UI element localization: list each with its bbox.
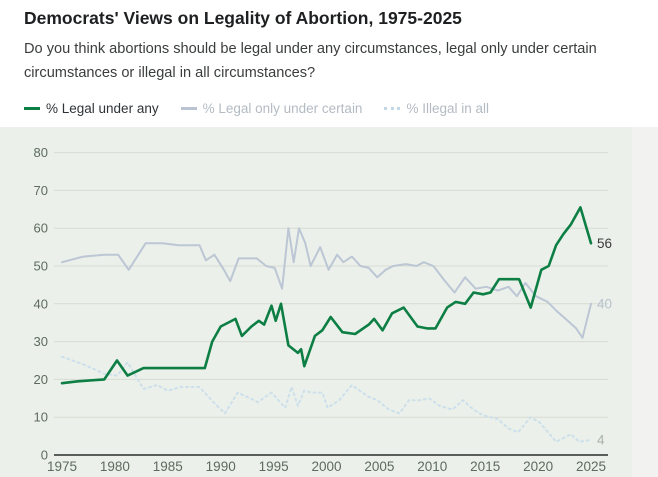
end-value-label-56: 56 bbox=[597, 236, 612, 251]
y-tick-label-60: 60 bbox=[34, 221, 48, 236]
y-tick-label-70: 70 bbox=[34, 183, 48, 198]
chart-legend: % Legal under any % Legal only under cert… bbox=[24, 101, 489, 116]
series-line-illegal-in-all bbox=[61, 355, 592, 443]
x-tick-label-2000: 2000 bbox=[311, 459, 341, 474]
y-tick-label-50: 50 bbox=[34, 259, 48, 274]
series-line-legal-only-under-certain bbox=[61, 227, 592, 339]
y-tick-label-40: 40 bbox=[34, 296, 48, 311]
y-axis-tick-labels: 0 10 20 30 40 50 60 70 80 bbox=[34, 145, 48, 462]
x-tick-label-2025: 2025 bbox=[576, 459, 606, 474]
legend-item-illegal-in-all[interactable]: % Illegal in all bbox=[384, 101, 489, 116]
x-tick-label-1995: 1995 bbox=[259, 459, 289, 474]
legend-item-legal-only-under-certain[interactable]: % Legal only under certain bbox=[180, 101, 363, 116]
series-line-legal-under-any bbox=[60, 206, 593, 385]
legend-swatch-2-icon bbox=[180, 107, 197, 110]
x-tick-label-1990: 1990 bbox=[206, 459, 236, 474]
y-tick-label-20: 20 bbox=[34, 372, 48, 387]
line-chart: 0 10 20 30 40 50 60 70 80 1975 1980 1985 1990 1995 200… bbox=[34, 145, 613, 474]
x-tick-label-1985: 1985 bbox=[153, 459, 183, 474]
chart-plot-area: 0 10 20 30 40 50 60 70 80 1975 1980 1985 1990 1995 200… bbox=[0, 127, 658, 477]
legend-swatch-3-icon bbox=[384, 107, 401, 110]
y-tick-label-10: 10 bbox=[34, 410, 48, 425]
legend-item-legal-under-any[interactable]: % Legal under any bbox=[24, 101, 159, 116]
legend-label: % Legal only under certain bbox=[202, 101, 363, 116]
x-tick-label-2020: 2020 bbox=[523, 459, 553, 474]
legend-label: % Illegal in all bbox=[406, 101, 489, 116]
x-tick-label-1975: 1975 bbox=[47, 459, 77, 474]
plot-right-gutter bbox=[632, 127, 658, 477]
x-tick-label-2005: 2005 bbox=[364, 459, 394, 474]
x-tick-label-2015: 2015 bbox=[470, 459, 500, 474]
legend-swatch-1-icon bbox=[24, 107, 40, 110]
y-tick-label-0: 0 bbox=[41, 448, 48, 463]
chart-header: Democrats' Views on Legality of Abortion… bbox=[0, 0, 658, 127]
chart-title: Democrats' Views on Legality of Abortion… bbox=[24, 8, 462, 28]
y-tick-label-80: 80 bbox=[34, 145, 48, 160]
gridlines bbox=[54, 152, 608, 456]
x-tick-label-1980: 1980 bbox=[100, 459, 130, 474]
end-value-label-4: 4 bbox=[597, 432, 605, 447]
y-tick-label-30: 30 bbox=[34, 334, 48, 349]
legend-label: % Legal under any bbox=[46, 101, 159, 116]
x-axis-tick-labels: 1975 1980 1985 1990 1995 2000 2005 2010 2015 2020… bbox=[47, 459, 606, 474]
end-value-label-40: 40 bbox=[597, 296, 612, 311]
chart-subtitle: Do you think abortions should be legal u… bbox=[24, 41, 597, 81]
x-tick-label-2010: 2010 bbox=[417, 459, 447, 474]
